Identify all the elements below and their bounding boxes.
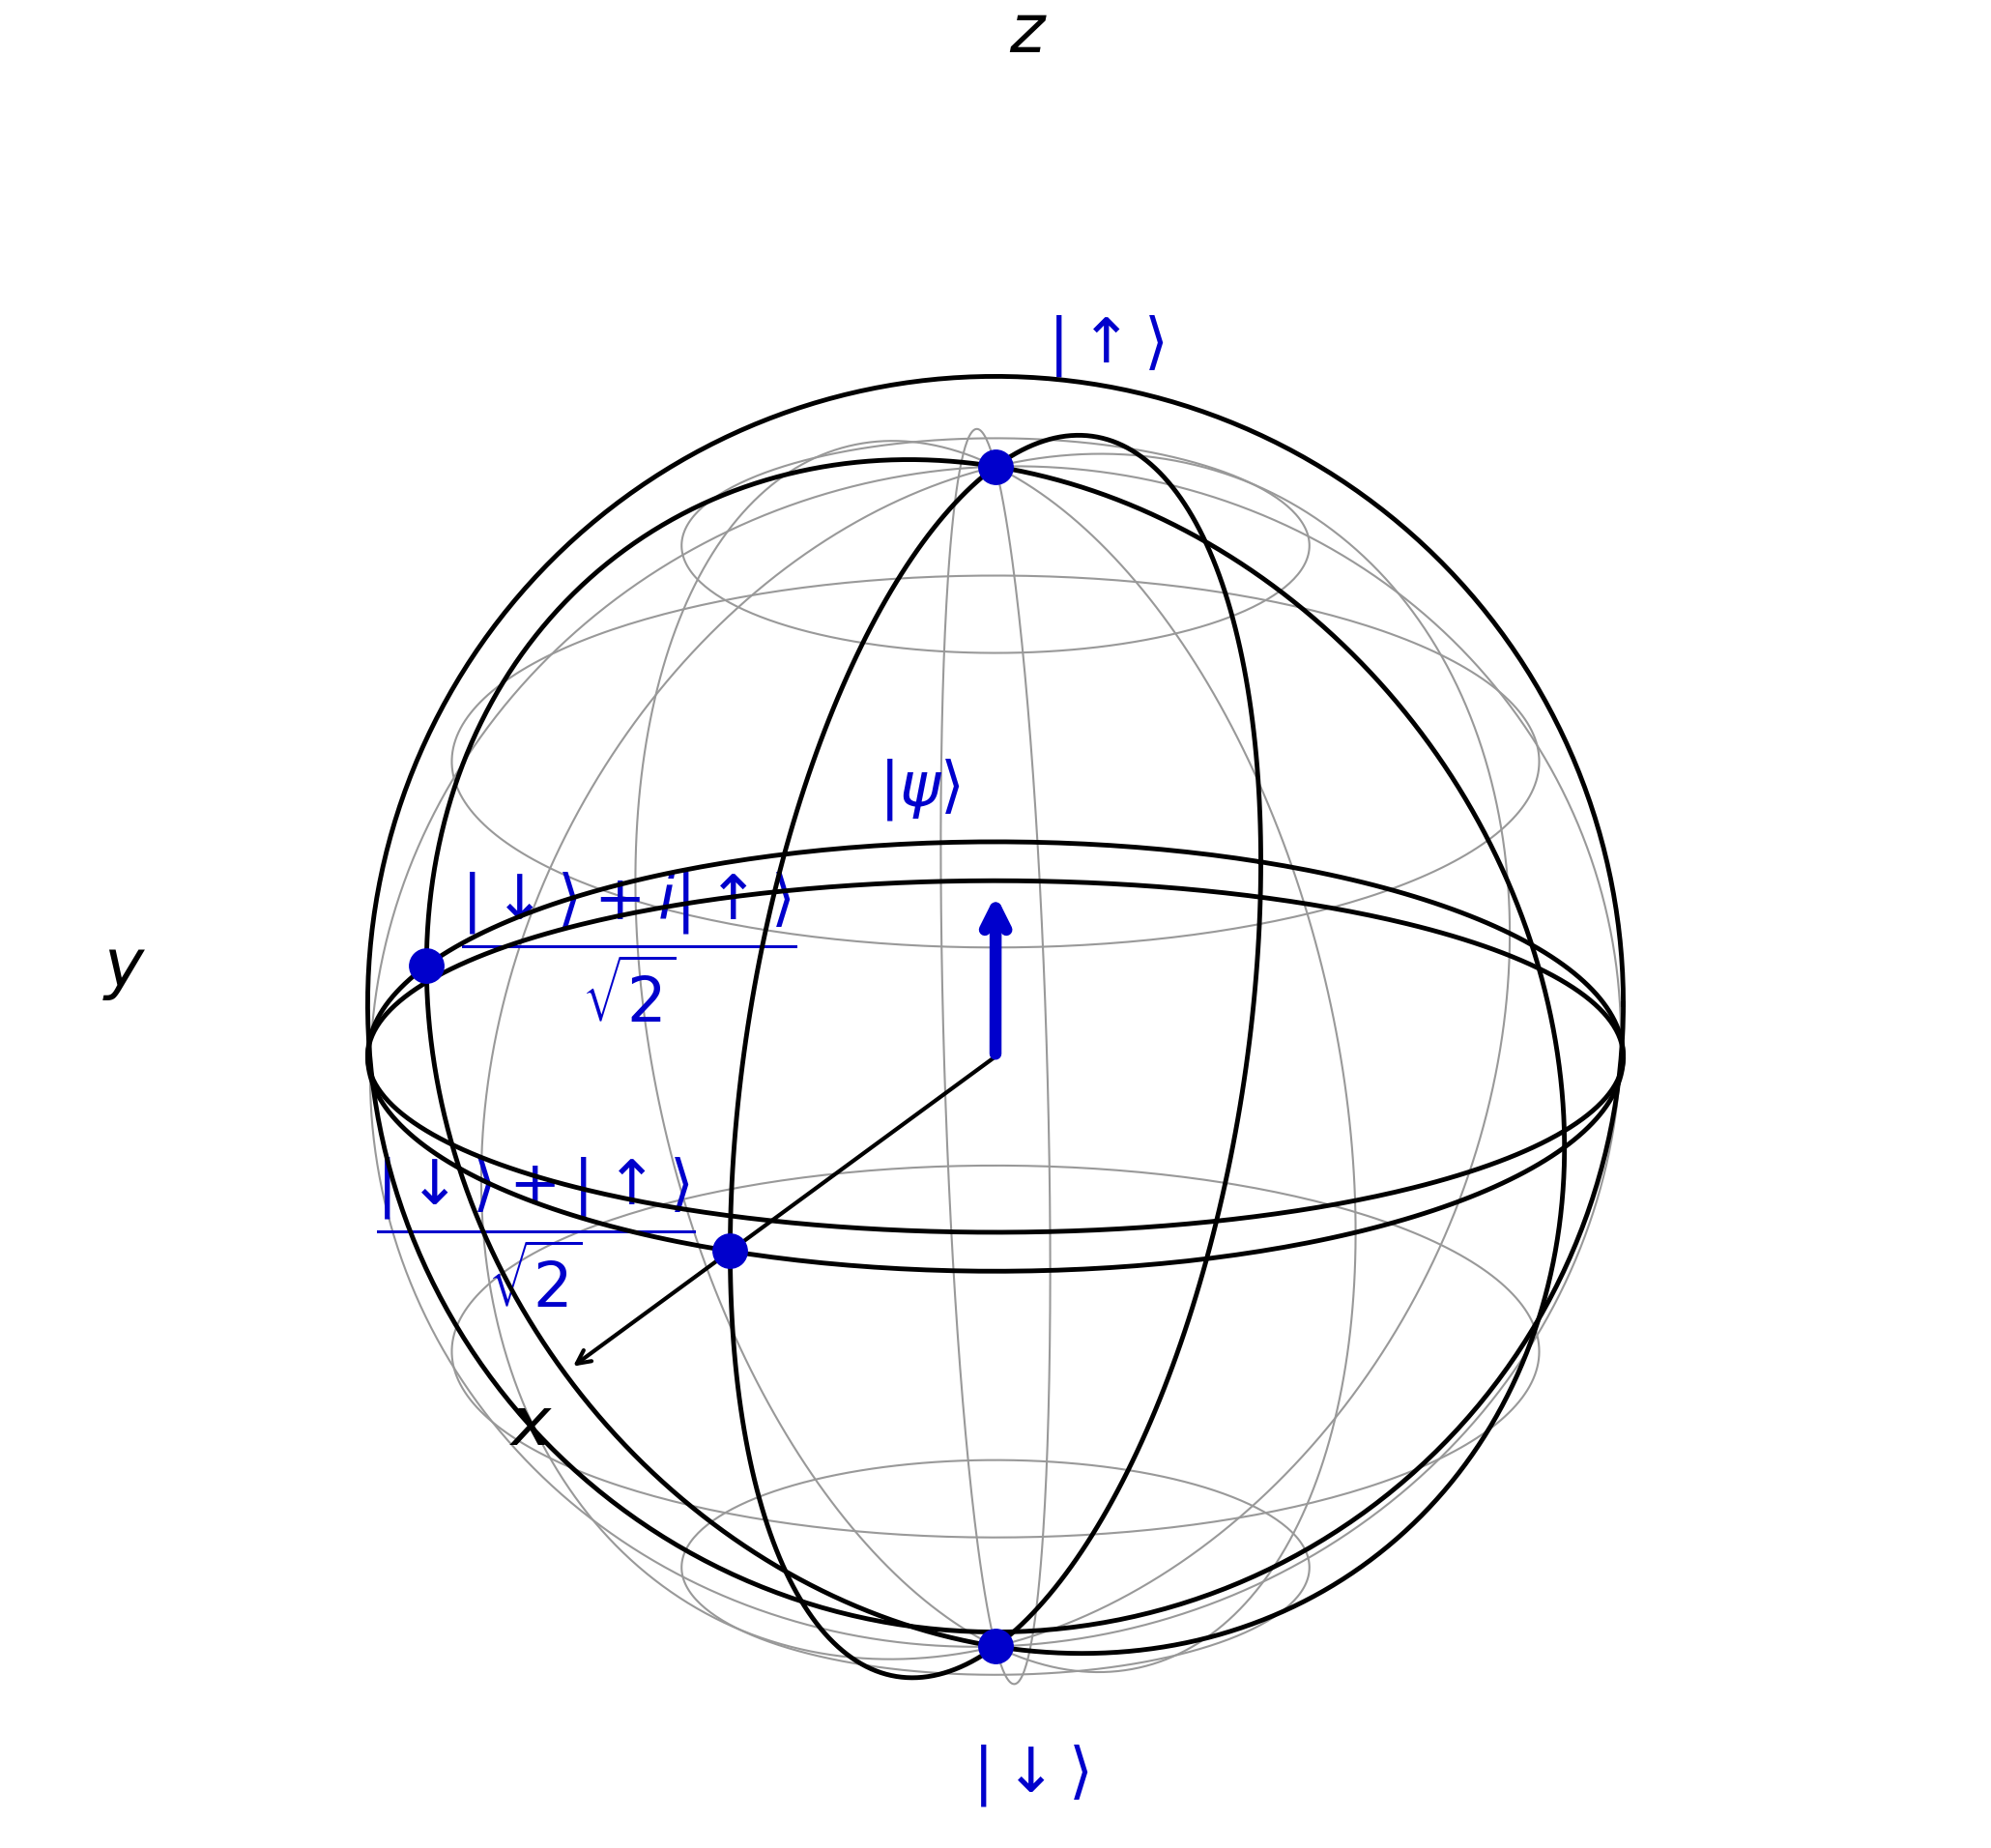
Point — [410, 952, 442, 981]
Text: $x$: $x$ — [510, 1393, 553, 1458]
Point — [715, 1236, 747, 1266]
Text: $|\uparrow\rangle$: $|\uparrow\rangle$ — [1047, 314, 1165, 379]
Text: $z$: $z$ — [1009, 0, 1047, 67]
Point — [980, 1632, 1011, 1661]
Text: $\dfrac{|\downarrow\rangle+|\uparrow\rangle}{\sqrt{2}}$: $\dfrac{|\downarrow\rangle+|\uparrow\ran… — [376, 1157, 695, 1310]
Point — [980, 451, 1011, 480]
Text: $y$: $y$ — [104, 937, 147, 1002]
Text: $\dfrac{|\downarrow\rangle+i|\uparrow\rangle}{\sqrt{2}}$: $\dfrac{|\downarrow\rangle+i|\uparrow\ra… — [462, 870, 798, 1026]
Text: $|\downarrow\rangle$: $|\downarrow\rangle$ — [972, 1743, 1089, 1807]
Text: $|\psi\rangle$: $|\psi\rangle$ — [878, 756, 962, 822]
